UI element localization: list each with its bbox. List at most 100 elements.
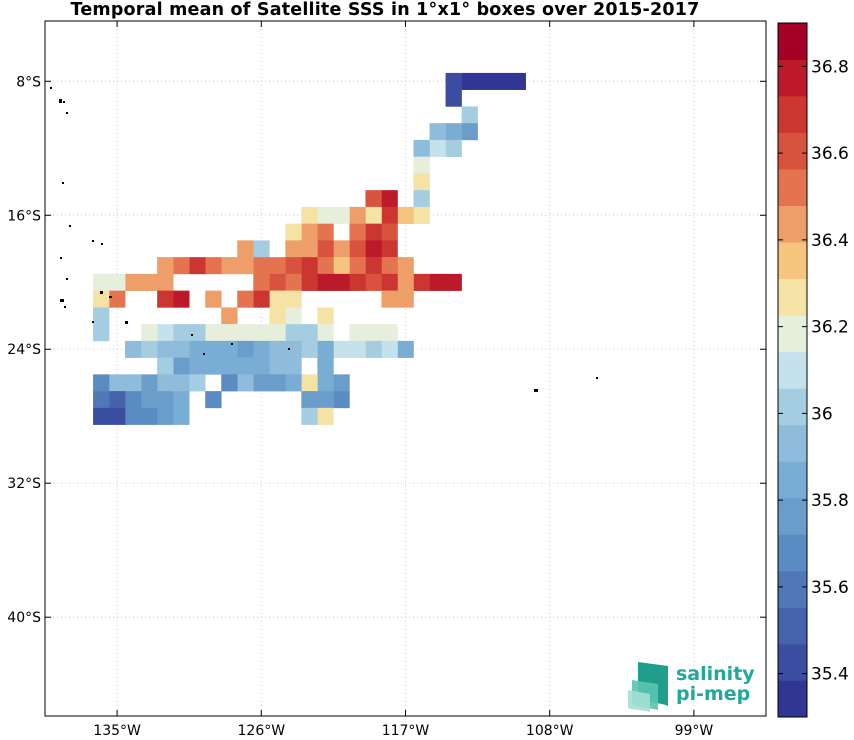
island <box>231 343 233 345</box>
island <box>66 112 68 114</box>
island <box>59 99 62 103</box>
sss-cell <box>349 223 366 241</box>
sss-cell <box>445 72 462 90</box>
sss-cell <box>429 123 446 141</box>
logo-text-line2: pi-mep <box>676 683 750 705</box>
sss-cell <box>413 139 430 157</box>
sss-cell <box>173 407 190 425</box>
sss-cell <box>253 324 270 342</box>
sss-cell <box>237 257 254 275</box>
colorbar-bin <box>778 242 807 280</box>
sss-cell <box>349 206 366 224</box>
colorbar-tick-label: 35.6 <box>811 578 849 598</box>
colorbar-bin <box>778 461 807 499</box>
colorbar-bin <box>778 315 807 353</box>
sss-cell <box>445 123 462 141</box>
colorbar-tick-label: 35.8 <box>811 491 849 511</box>
sss-cell <box>317 273 334 291</box>
sss-cell <box>317 307 334 325</box>
sss-cell <box>381 290 398 308</box>
sss-cell <box>461 123 478 141</box>
sss-cell <box>253 240 270 258</box>
sss-cell <box>285 223 302 241</box>
sss-cell <box>173 340 190 358</box>
sss-cell <box>93 307 110 325</box>
colorbar-tick-label: 36 <box>811 404 833 424</box>
sss-cell <box>317 374 334 392</box>
sss-cell <box>285 257 302 275</box>
sss-cell <box>157 257 174 275</box>
island <box>101 243 103 245</box>
island <box>64 306 66 308</box>
sss-cell <box>333 391 350 409</box>
sss-cell <box>269 307 286 325</box>
sss-cell <box>253 340 270 358</box>
sss-cell <box>509 72 526 90</box>
sss-cell <box>461 106 478 124</box>
sss-cell <box>269 290 286 308</box>
sss-cell <box>413 190 430 208</box>
sss-cell <box>93 374 110 392</box>
sss-cell <box>317 206 334 224</box>
sss-cell <box>237 374 254 392</box>
sss-cell <box>365 273 382 291</box>
sss-cell <box>109 391 126 409</box>
sss-cell <box>269 273 286 291</box>
sss-cell <box>157 391 174 409</box>
sss-cell <box>381 223 398 241</box>
sss-cell <box>189 357 206 375</box>
y-tick-label: 40°S <box>7 610 41 626</box>
sss-cell <box>269 340 286 358</box>
sss-cell <box>93 324 110 342</box>
chart-title: Temporal mean of Satellite SSS in 1°x1° … <box>70 0 700 20</box>
sss-cell <box>157 374 174 392</box>
sss-cell <box>125 273 142 291</box>
sss-cell <box>365 190 382 208</box>
island <box>60 257 62 259</box>
logo-wave-shape <box>628 690 650 712</box>
x-tick-label: 135°W <box>93 723 141 739</box>
sss-cell <box>365 257 382 275</box>
island <box>203 353 205 355</box>
sss-cell <box>317 391 334 409</box>
sss-cell <box>173 357 190 375</box>
colorbar-bin <box>778 607 807 645</box>
colorbar-tick-label: 36.6 <box>811 144 849 164</box>
sss-cell <box>301 340 318 358</box>
sss-cell <box>285 357 302 375</box>
sss-cell <box>269 374 286 392</box>
island <box>92 321 94 323</box>
colorbar-bin <box>778 278 807 316</box>
x-tick-label: 126°W <box>238 723 286 739</box>
axis-ticks: 135°W 126°W 117°W 108°W 99°W 8°S 16°S 24°S 32°S 4… <box>7 21 766 739</box>
sss-cell <box>317 257 334 275</box>
sss-cell <box>205 340 222 358</box>
sss-cell <box>141 273 158 291</box>
sss-cell <box>413 173 430 191</box>
sss-cell <box>221 307 238 325</box>
sss-cell <box>157 290 174 308</box>
sss-cell <box>397 257 414 275</box>
sss-cell <box>109 407 126 425</box>
sss-cell <box>189 340 206 358</box>
sss-cell <box>301 273 318 291</box>
sss-cell <box>205 290 222 308</box>
sss-cell <box>333 240 350 258</box>
sss-cell <box>237 240 254 258</box>
colorbar-tick-label: 36.2 <box>811 318 849 338</box>
sss-cell <box>237 340 254 358</box>
sss-cell <box>125 374 142 392</box>
sss-cell <box>333 206 350 224</box>
sss-cell <box>93 407 110 425</box>
sss-cell <box>141 407 158 425</box>
sss-cell <box>157 357 174 375</box>
sss-cell <box>301 391 318 409</box>
sss-cell <box>285 240 302 258</box>
sss-cell <box>93 391 110 409</box>
colorbar-bin <box>778 680 807 718</box>
island <box>60 299 64 302</box>
colorbar-bin <box>778 169 807 207</box>
sss-cell <box>365 206 382 224</box>
sss-cell <box>189 324 206 342</box>
sss-cell <box>173 391 190 409</box>
